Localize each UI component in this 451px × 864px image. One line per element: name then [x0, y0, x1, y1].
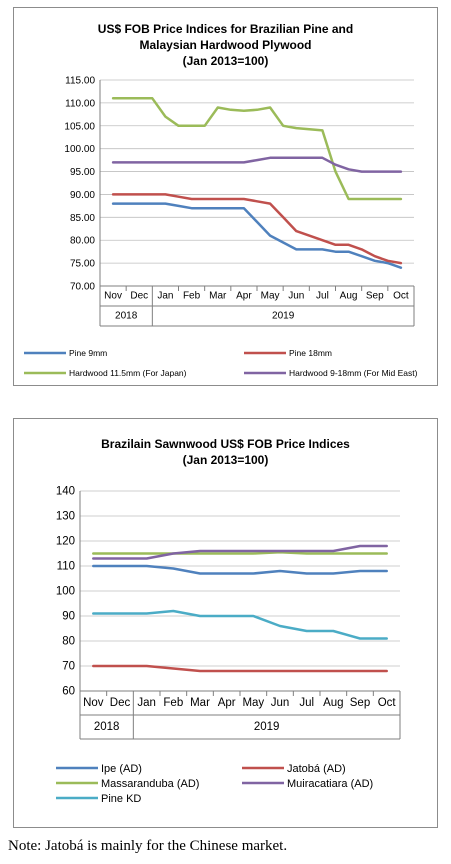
y-tick-label: 115.00 [65, 76, 95, 87]
legend-label: Massaranduba (AD) [101, 778, 199, 790]
series-line [92, 544, 388, 560]
y-tick-label: 90 [62, 611, 75, 623]
x-tick-label: Apr [218, 697, 236, 709]
year-label: 2018 [115, 310, 138, 321]
plywood-chart-canvas: 70.00 75.00 80.00 85.00 90.00 95.00 100.00 105.… [24, 76, 418, 378]
y-tick-label: 90.00 [70, 190, 95, 201]
x-tick-label: Nov [104, 290, 122, 301]
x-tick-label: Oct [393, 290, 409, 301]
x-tick-label: Jul [299, 697, 314, 709]
y-tick-label: 140 [56, 486, 75, 498]
x-tick-label: Feb [163, 697, 183, 709]
y-tick-label: 70 [62, 661, 75, 673]
y-tick-label: 100 [56, 586, 75, 598]
year-label: 2019 [272, 310, 295, 321]
plywood-price-chart: US$ FOB Price Indices for Brazilian Pine… [13, 7, 438, 386]
series-line [111, 156, 403, 173]
series-line [92, 551, 388, 555]
series-line [111, 202, 403, 269]
x-tick-label: Nov [83, 697, 104, 709]
y-tick-label: 85.00 [70, 213, 95, 224]
x-tick-label: Oct [378, 697, 397, 709]
legend-label: Hardwood 9-18mm (For Mid East) [289, 368, 418, 378]
x-tick-label: Apr [236, 290, 252, 301]
x-tick-label: Aug [323, 697, 343, 709]
series-line [92, 664, 388, 673]
x-tick-label: Mar [190, 697, 210, 709]
y-tick-label: 95.00 [70, 167, 95, 178]
legend-label: Pine 9mm [69, 348, 107, 358]
legend-label: Pine KD [101, 793, 141, 805]
series-line [92, 564, 388, 575]
chart-subtitle: (Jan 2013=100) [182, 54, 269, 68]
y-tick-label: 110.00 [65, 98, 95, 109]
y-tick-label: 130 [56, 511, 75, 523]
series-line [111, 193, 403, 265]
legend-label: Pine 18mm [289, 348, 332, 358]
x-tick-label: Mar [209, 290, 227, 301]
y-tick-label: 80 [62, 636, 75, 648]
x-tick-label: Aug [340, 290, 358, 301]
legend-label: Hardwood 11.5mm (For Japan) [69, 368, 187, 378]
y-tick-label: 100.00 [64, 144, 95, 155]
x-tick-label: Jun [288, 290, 304, 301]
year-label: 2018 [94, 721, 120, 733]
series-line [92, 609, 388, 640]
sawnwood-chart-canvas: 60 70 80 90 100 110 120 130 140 Nov Dec Jan Feb Mar Ap… [56, 486, 401, 805]
legend-label: Muiracatiara (AD) [287, 778, 373, 790]
chart-subtitle: (Jan 2013=100) [182, 453, 269, 467]
y-tick-label: 110 [57, 561, 75, 573]
footnote: Note: Jatobá is mainly for the Chinese m… [8, 838, 288, 854]
legend-label: Ipe (AD) [101, 763, 142, 775]
x-tick-label: May [261, 290, 280, 301]
y-tick-label: 75.00 [70, 259, 95, 270]
y-tick-label: 70.00 [70, 282, 95, 293]
series-line [111, 97, 403, 201]
x-tick-label: Sep [366, 290, 384, 301]
year-label: 2019 [254, 721, 280, 733]
x-tick-label: Feb [183, 290, 201, 301]
x-tick-label: Jul [316, 290, 329, 301]
chart-title-line-2: Malaysian Hardwood Plywood [139, 38, 312, 52]
sawnwood-price-chart: Brazilain Sawnwood US$ FOB Price Indices… [13, 418, 438, 828]
plot-area [100, 80, 414, 286]
x-tick-label: Jan [137, 697, 156, 709]
legend-label: Jatobá (AD) [287, 763, 346, 775]
x-tick-label: Dec [110, 697, 131, 709]
y-tick-label: 105.00 [64, 121, 95, 132]
x-tick-label: Sep [350, 697, 370, 709]
x-tick-label: May [242, 697, 264, 709]
chart-title-line-1: US$ FOB Price Indices for Brazilian Pine… [97, 22, 354, 36]
x-tick-label: Dec [130, 290, 148, 301]
y-tick-label: 120 [56, 536, 75, 548]
x-tick-label: Jun [271, 697, 290, 709]
x-tick-label: Jan [157, 290, 173, 301]
y-tick-label: 60 [62, 686, 75, 698]
chart-title-line-1: Brazilain Sawnwood US$ FOB Price Indices [101, 437, 350, 451]
y-tick-label: 80.00 [70, 236, 95, 247]
